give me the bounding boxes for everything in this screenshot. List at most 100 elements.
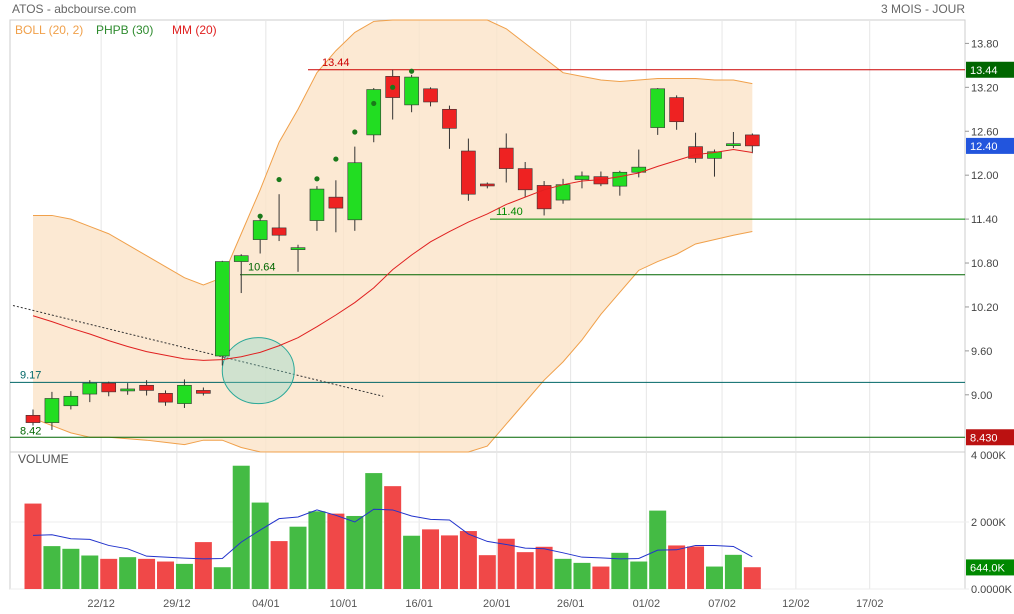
candle-body[interactable] (442, 108, 457, 129)
legend-mm: MM (20) (172, 23, 217, 37)
x-tick-label: 04/01 (252, 598, 280, 610)
y-tick-label: 13.80 (971, 38, 999, 50)
bollinger-band (33, 20, 753, 452)
volume-bar (175, 563, 193, 589)
bollinger-upper (33, 19, 753, 286)
candle-body[interactable] (233, 255, 249, 262)
candle-body[interactable] (215, 261, 230, 357)
volume-bar (384, 486, 402, 589)
candle-body[interactable] (517, 168, 533, 191)
x-tick-label: 10/01 (330, 598, 358, 610)
y-tick-label: 9.00 (971, 390, 992, 402)
y-tick-label: 12.60 (971, 126, 999, 138)
price-badge (966, 137, 1014, 154)
volume-bar (516, 552, 534, 589)
candle-body[interactable] (669, 97, 684, 123)
volume-bar (478, 555, 496, 589)
candle-body[interactable] (688, 146, 703, 159)
volume-bar (43, 546, 61, 589)
volume-badge-text: 644.0K (970, 562, 1006, 574)
candle-body[interactable] (498, 147, 514, 169)
x-tick-label: 29/12 (163, 598, 191, 610)
candle-body[interactable] (612, 171, 628, 187)
candle-body[interactable] (44, 398, 60, 423)
volume-bar (687, 546, 705, 589)
psar-dot (257, 213, 263, 219)
volume-bar (592, 566, 610, 589)
volume-bar (327, 513, 345, 589)
candle-body[interactable] (574, 175, 590, 180)
candle-body[interactable] (366, 89, 382, 136)
y-tick-label: 13.20 (971, 82, 999, 94)
volume-bar (232, 465, 250, 589)
y-tick-label: 10.80 (971, 258, 999, 270)
volume-bar (535, 546, 553, 589)
volume-panel-title: VOLUME (18, 452, 69, 466)
price-badge (966, 61, 1014, 78)
candle-body[interactable] (139, 384, 154, 391)
volume-bar (100, 558, 118, 589)
candle-body[interactable] (290, 247, 306, 250)
volume-bar (668, 545, 686, 589)
level-label: 8.42 (20, 425, 41, 437)
volume-bar (157, 561, 175, 589)
psar-dot (333, 156, 339, 162)
highlight-circle[interactable] (221, 337, 295, 405)
volume-bar (611, 552, 629, 589)
candle-body[interactable] (120, 388, 135, 392)
volume-bar (724, 554, 742, 589)
candle-body[interactable] (82, 382, 98, 395)
candle-body[interactable] (745, 134, 760, 147)
candle-body[interactable] (461, 150, 476, 195)
candle-body[interactable] (101, 382, 117, 393)
candle-body[interactable] (631, 166, 647, 173)
candle-body[interactable] (271, 227, 287, 236)
candle-body[interactable] (423, 88, 438, 103)
candle-body[interactable] (158, 393, 173, 403)
volume-bar (24, 503, 42, 589)
y-tick-label: 12.00 (971, 170, 999, 182)
volume-bar (497, 538, 515, 589)
level-label: 10.64 (248, 262, 276, 274)
y-tick-label: 11.40 (971, 214, 998, 226)
candle-body[interactable] (328, 196, 344, 209)
volume-bar (270, 541, 288, 589)
psar-dot (352, 129, 358, 135)
level-label: 13.44 (322, 57, 350, 69)
vol-tick-label: 0.0000K (971, 584, 1013, 596)
price-badge (966, 429, 1014, 446)
candle-body[interactable] (309, 188, 325, 221)
candle-body[interactable] (726, 143, 741, 146)
volume-bar (194, 542, 212, 589)
candle-body[interactable] (347, 162, 363, 221)
candle-body[interactable] (480, 183, 495, 187)
legend-phpb: PHPB (30) (96, 23, 153, 37)
vol-tick-label: 4 000K (971, 450, 1007, 462)
volume-bar (213, 567, 231, 589)
moving-average-line (32, 149, 753, 361)
candle-body[interactable] (707, 151, 722, 159)
candle-body[interactable] (252, 220, 268, 240)
candle-body[interactable] (177, 384, 192, 404)
candle-body[interactable] (650, 88, 665, 128)
price-badge-text: 13.44 (970, 65, 998, 77)
candle-body[interactable] (196, 390, 211, 394)
volume-bar (119, 557, 137, 589)
bollinger-lower (32, 231, 753, 453)
level-label: 9.17 (20, 369, 41, 381)
candle-body[interactable] (555, 184, 571, 201)
trendline[interactable] (12, 305, 384, 397)
candle-body[interactable] (404, 76, 419, 106)
x-tick-label: 26/01 (557, 598, 585, 610)
y-tick-label: 10.20 (971, 302, 999, 314)
candle-body[interactable] (63, 395, 79, 407)
level-label: 11.40 (496, 206, 523, 218)
x-tick-label: 22/12 (87, 598, 115, 610)
x-tick-label: 17/02 (856, 598, 884, 610)
volume-bar (346, 515, 364, 589)
volume-bar (308, 511, 326, 589)
volume-bar (403, 535, 421, 589)
psar-dot (314, 176, 320, 182)
candle-body[interactable] (25, 414, 41, 423)
volume-bar (554, 558, 572, 589)
